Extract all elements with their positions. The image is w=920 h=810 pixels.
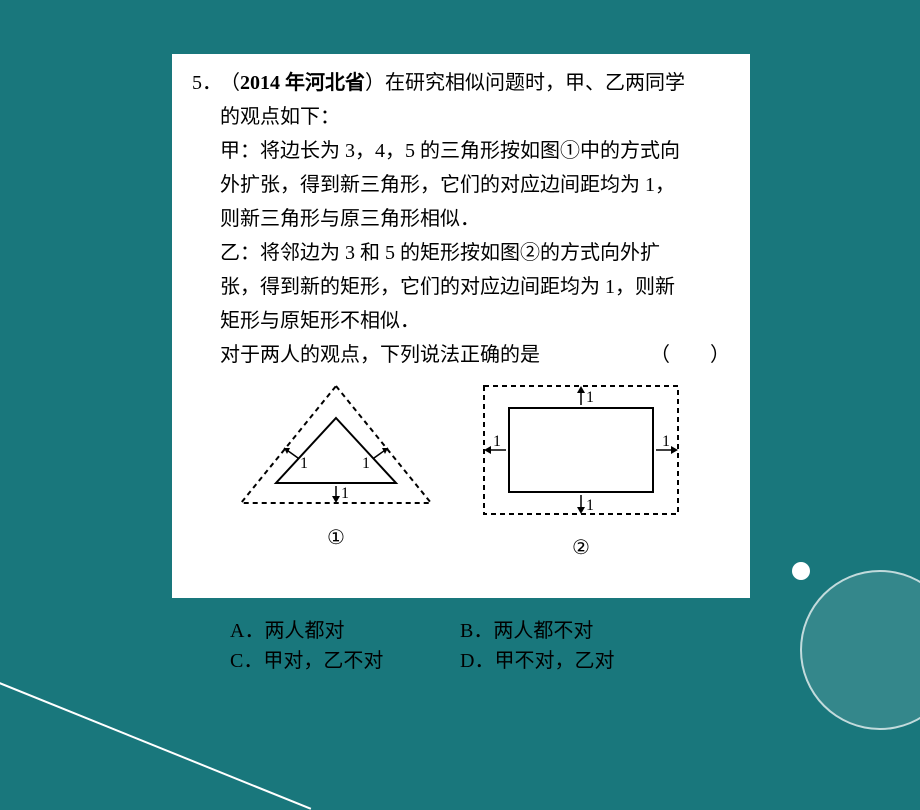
question-body-1: （2014 年河北省）在研究相似问题时，甲、乙两同学 (220, 66, 730, 100)
dist-left: 1 (300, 455, 308, 472)
choice-row-2: C．甲对，乙不对 D．甲不对，乙对 (230, 646, 690, 676)
choice-d[interactable]: D．甲不对，乙对 (460, 646, 690, 676)
yi2: 张，得到新的矩形，它们的对应边间距均为 1，则新 (220, 270, 730, 304)
jia1: 甲：将边长为 3，4，5 的三角形按如图①中的方式向 (220, 134, 730, 168)
ask-line: 对于两人的观点，下列说法正确的是 （ ） (192, 338, 730, 372)
jia-line-2: 外扩张，得到新三角形，它们的对应边间距均为 1， (192, 168, 730, 202)
jia3: 则新三角形与原三角形相似． (220, 202, 730, 236)
choice-b[interactable]: B．两人都不对 (460, 616, 690, 646)
choice-a[interactable]: A．两人都对 (230, 616, 460, 646)
line2: 的观点如下： (220, 100, 730, 134)
figure-2-label: ② (476, 535, 686, 560)
jia-line-3: 则新三角形与原三角形相似． (192, 202, 730, 236)
choice-c[interactable]: C．甲对，乙不对 (230, 646, 460, 676)
ask-text: 对于两人的观点，下列说法正确的是 (220, 338, 540, 372)
rect-right: 1 (662, 433, 670, 450)
jia2: 外扩张，得到新三角形，它们的对应边间距均为 1， (220, 168, 730, 202)
dist-bottom: 1 (341, 485, 349, 502)
rect-top: 1 (586, 389, 594, 406)
figure-1-label: ① (236, 525, 436, 550)
src-bold: 2014 年河北省 (240, 72, 365, 94)
rectangle-diagram: 1 1 1 1 (476, 378, 686, 528)
ask-blank: （ ） (650, 338, 730, 372)
decor-circle-large (800, 570, 920, 730)
figure-1-wrap: 1 1 1 ① (236, 378, 436, 560)
yi-line-2: 张，得到新的矩形，它们的对应边间距均为 1，则新 (192, 270, 730, 304)
src-close: ） (365, 72, 385, 94)
yi3: 矩形与原矩形不相似． (220, 304, 730, 338)
choice-row-1: A．两人都对 B．两人都不对 (230, 616, 690, 646)
figure-2-wrap: 1 1 1 1 ② (476, 378, 686, 560)
question-number: 5． (192, 66, 220, 100)
rect-bottom: 1 (586, 497, 594, 514)
question-line-1: 5． （2014 年河北省）在研究相似问题时，甲、乙两同学 (192, 66, 730, 100)
triangle-diagram: 1 1 1 (236, 378, 436, 518)
dist-right: 1 (362, 455, 370, 472)
src-open: （ (220, 72, 240, 94)
line1-rest: 在研究相似问题时，甲、乙两同学 (385, 72, 685, 94)
question-card: 5． （2014 年河北省）在研究相似问题时，甲、乙两同学 的观点如下： 甲：将… (172, 54, 750, 598)
jia-line-1: 甲：将边长为 3，4，5 的三角形按如图①中的方式向 (192, 134, 730, 168)
yi-line-1: 乙：将邻边为 3 和 5 的矩形按如图②的方式向外扩 (192, 236, 730, 270)
yi1: 乙：将邻边为 3 和 5 的矩形按如图②的方式向外扩 (220, 236, 730, 270)
answer-choices: A．两人都对 B．两人都不对 C．甲对，乙不对 D．甲不对，乙对 (230, 616, 690, 676)
question-line-2: 的观点如下： (192, 100, 730, 134)
figures-row: 1 1 1 ① 1 (192, 378, 730, 560)
decor-circle-small (792, 562, 810, 580)
decor-line (0, 658, 311, 810)
rect-left: 1 (493, 433, 501, 450)
yi-line-3: 矩形与原矩形不相似． (192, 304, 730, 338)
